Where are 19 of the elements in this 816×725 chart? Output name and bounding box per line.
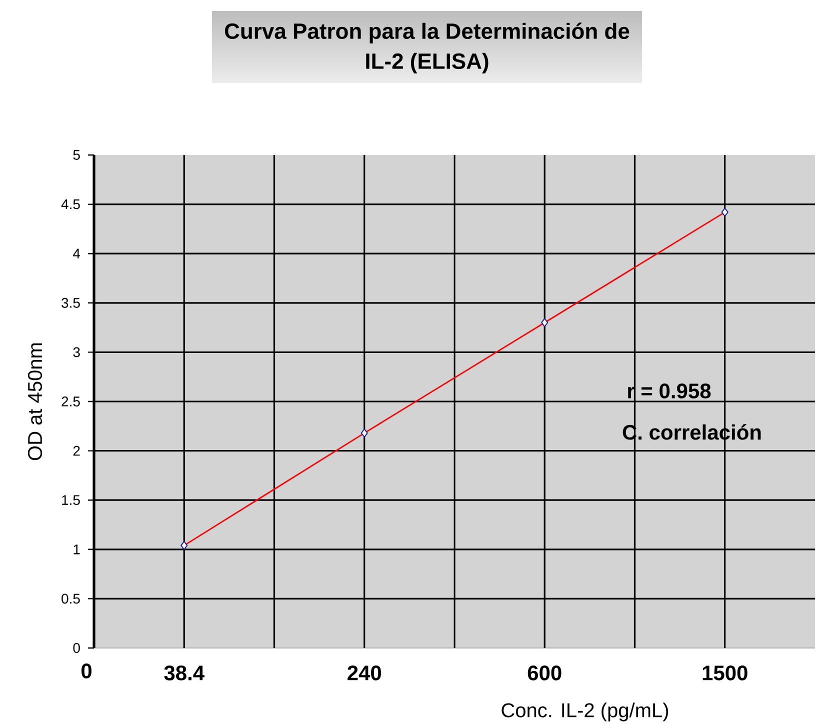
y-axis-title: OD at 450nm	[28, 343, 42, 460]
y-tick-label: 3	[73, 347, 80, 358]
x-tick-label: 38.4	[164, 666, 204, 680]
x-tick-label: 1500	[702, 666, 748, 680]
y-tick-label: 2.5	[62, 396, 80, 406]
y-tick-label: 1	[74, 544, 80, 554]
x-tick-label: 240	[348, 666, 382, 680]
y-tick-label: 3.5	[62, 298, 80, 308]
chart-title: Curva Patron para la Determinación de IL-2 (ELISA)	[224, 22, 630, 74]
y-tick-label: 4	[73, 248, 80, 258]
y-tick-label: 0.5	[62, 594, 80, 604]
y-tick-label: 1.5	[62, 495, 80, 505]
y-tick-label: 2	[73, 446, 80, 456]
y-tick-label: 0	[73, 643, 80, 653]
y-tick-label: 4.5	[61, 199, 80, 210]
x-axis-title: Conc. IL-2 (pg/mL)	[502, 702, 668, 722]
y-tick-label: 5	[73, 150, 80, 160]
x-tick-label: 600	[528, 666, 562, 680]
annotation: r = 0.958	[628, 384, 711, 398]
